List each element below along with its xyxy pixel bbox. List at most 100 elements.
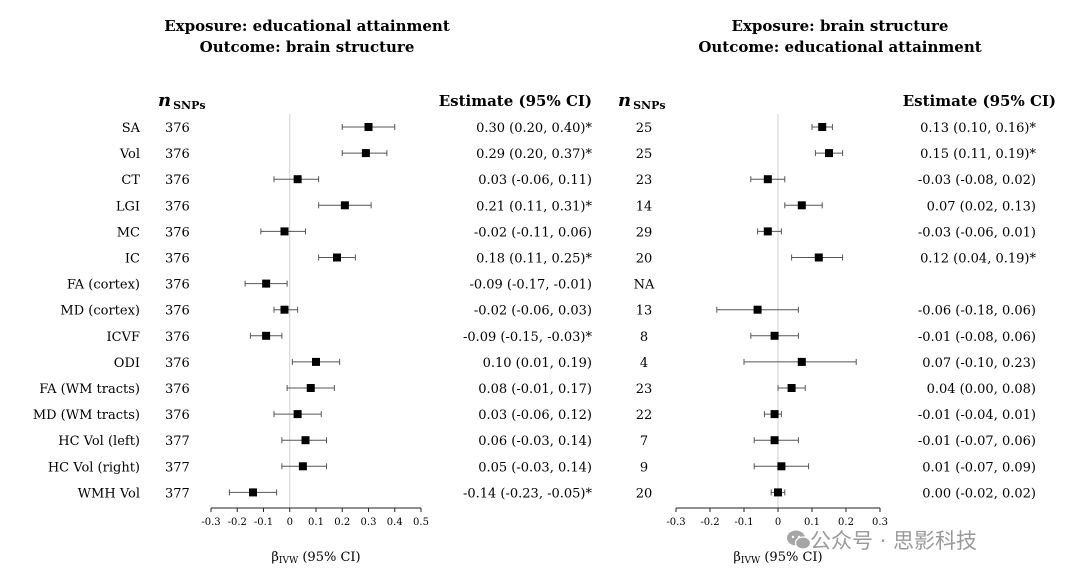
row-label: ICVF <box>107 330 141 345</box>
right-tick-label: -0.3 <box>666 517 685 528</box>
right-nsnps-value: 14 <box>636 199 653 214</box>
right-tick-label: 0.2 <box>838 517 854 528</box>
left-nsnps-value: 377 <box>165 460 190 475</box>
right-estimate-text: 0.12 (0.04, 0.19)* <box>920 252 1036 267</box>
right-estimate-text: 0.15 (0.11, 0.19)* <box>920 147 1036 162</box>
right-tick-label: 0 <box>775 517 781 528</box>
right-estimate-text: -0.01 (-0.08, 0.06) <box>918 330 1036 345</box>
right-point-estimate <box>770 410 779 419</box>
right-nsnps-value: 4 <box>640 356 648 371</box>
left-point-estimate <box>293 175 302 184</box>
right-estimate-text: 0.00 (-0.02, 0.02) <box>922 486 1036 501</box>
left-estimate-text: -0.02 (-0.11, 0.06) <box>474 225 592 240</box>
left-point-estimate <box>262 331 271 340</box>
left-estimate-text: -0.09 (-0.17, -0.01) <box>469 278 592 293</box>
left-nsnps-value: 376 <box>165 304 190 319</box>
left-forest-panel: Exposure: educational attainment Outcome… <box>33 17 593 566</box>
right-tick-label: 0.1 <box>804 517 820 528</box>
left-nsnps-value: 376 <box>165 173 190 188</box>
left-nsnps-value: 376 <box>165 225 190 240</box>
left-point-estimate <box>280 227 289 236</box>
right-tick-label: -0.1 <box>734 517 753 528</box>
left-tick-label: -0.2 <box>228 517 247 528</box>
left-nsnps-value: 376 <box>165 382 190 397</box>
right-tick-label: -0.2 <box>700 517 719 528</box>
left-estimate-text: 0.05 (-0.03, 0.14) <box>478 460 592 475</box>
left-nsnps-value: 376 <box>165 252 190 267</box>
left-point-estimate <box>364 123 373 131</box>
row-label: FA (WM tracts) <box>39 382 140 397</box>
right-x-axis: -0.3 -0.2 -0.1 0 0.1 0.2 0.3 <box>666 507 888 528</box>
right-point-estimate <box>763 227 772 236</box>
left-title-line2: Outcome: brain structure <box>200 38 415 56</box>
left-tick-label: 0 <box>287 517 293 528</box>
left-estimate-text: 0.03 (-0.06, 0.12) <box>478 408 592 423</box>
right-nsnps-value: 20 <box>636 486 653 501</box>
right-estimate-text: 0.07 (0.02, 0.13) <box>927 199 1036 214</box>
right-nsnps-value: 23 <box>636 173 653 188</box>
right-estimate-text: 0.13 (0.10, 0.16)* <box>920 121 1036 136</box>
left-estimate-text: 0.29 (0.20, 0.37)* <box>476 147 592 162</box>
left-title-line1: Exposure: educational attainment <box>164 17 450 35</box>
right-point-estimate <box>814 253 823 262</box>
right-estimate-text: -0.03 (-0.06, 0.01) <box>918 225 1036 240</box>
left-estimate-text: 0.30 (0.20, 0.40)* <box>476 121 592 136</box>
left-point-estimate <box>249 488 257 497</box>
left-estimate-text: -0.14 (-0.23, -0.05)* <box>463 486 593 501</box>
right-tick-label: 0.3 <box>872 517 888 528</box>
left-estimate-text: 0.18 (0.11, 0.25)* <box>476 252 592 267</box>
left-nsnps-value: 376 <box>165 278 190 293</box>
row-label: HC Vol (right) <box>48 460 140 475</box>
left-x-axis-label: βIVW (95% CI) <box>271 550 360 566</box>
right-estimate-text: 0.07 (-0.10, 0.23) <box>922 356 1036 371</box>
left-point-estimate <box>298 462 307 471</box>
right-point-estimate <box>818 123 827 131</box>
right-nsnps-value: 7 <box>640 434 648 449</box>
right-point-estimate <box>777 462 786 471</box>
left-estimate-text: -0.02 (-0.06, 0.03) <box>474 304 592 319</box>
left-tick-label: 0.1 <box>308 517 324 528</box>
left-x-axis: -0.3 -0.2 -0.1 0 0.1 0.2 0.3 0.4 0.5 <box>201 507 429 528</box>
right-nsnps-value: 20 <box>636 252 653 267</box>
wechat-icon <box>787 530 812 550</box>
left-estimate-text: 0.21 (0.11, 0.31)* <box>476 199 592 214</box>
right-estimate-header: Estimate (95% CI) <box>903 92 1056 110</box>
row-label: MD (cortex) <box>60 304 140 319</box>
left-point-estimate <box>262 279 271 288</box>
right-nsnps-value: 13 <box>636 304 653 319</box>
left-point-estimate <box>361 149 370 158</box>
row-label: ODI <box>114 356 140 371</box>
right-nsnps-value: 29 <box>636 225 653 240</box>
left-point-estimate <box>312 357 320 366</box>
right-nsnps-value: 22 <box>636 408 653 423</box>
left-point-estimate <box>306 384 315 392</box>
row-label: SA <box>122 121 141 136</box>
left-tick-label: 0.3 <box>361 517 377 528</box>
watermark-text: 公众号 · 思影科技 <box>810 529 977 553</box>
left-nsnps-value: 376 <box>165 356 190 371</box>
right-nsnps-value: 25 <box>636 121 653 136</box>
right-point-estimate <box>763 175 772 184</box>
watermark: 公众号 · 思影科技 <box>787 529 977 553</box>
row-label: MC <box>117 225 140 240</box>
right-point-estimate <box>797 357 806 366</box>
left-tick-label: 0.2 <box>334 517 350 528</box>
left-nsnps-value: 376 <box>165 199 190 214</box>
right-nsnps-value: NA <box>634 278 655 293</box>
row-label: MD (WM tracts) <box>33 408 140 423</box>
right-nsnps-value: 25 <box>636 147 653 162</box>
left-tick-label: -0.1 <box>254 517 273 528</box>
left-nsnps-value: 377 <box>165 486 190 501</box>
left-estimate-text: 0.03 (-0.06, 0.11) <box>478 173 592 188</box>
right-estimate-text: -0.06 (-0.18, 0.06) <box>918 304 1036 319</box>
right-x-axis-label: βIVW (95% CI) <box>733 550 822 566</box>
row-label: Vol <box>119 147 140 162</box>
right-point-estimate <box>753 305 762 314</box>
right-estimate-text: 0.04 (0.00, 0.08) <box>927 382 1036 397</box>
row-label: FA (cortex) <box>67 278 140 293</box>
right-point-estimate <box>770 331 779 340</box>
left-nsnps-value: 376 <box>165 408 190 423</box>
left-tick-label: 0.5 <box>413 517 429 528</box>
right-point-estimate <box>797 201 806 210</box>
